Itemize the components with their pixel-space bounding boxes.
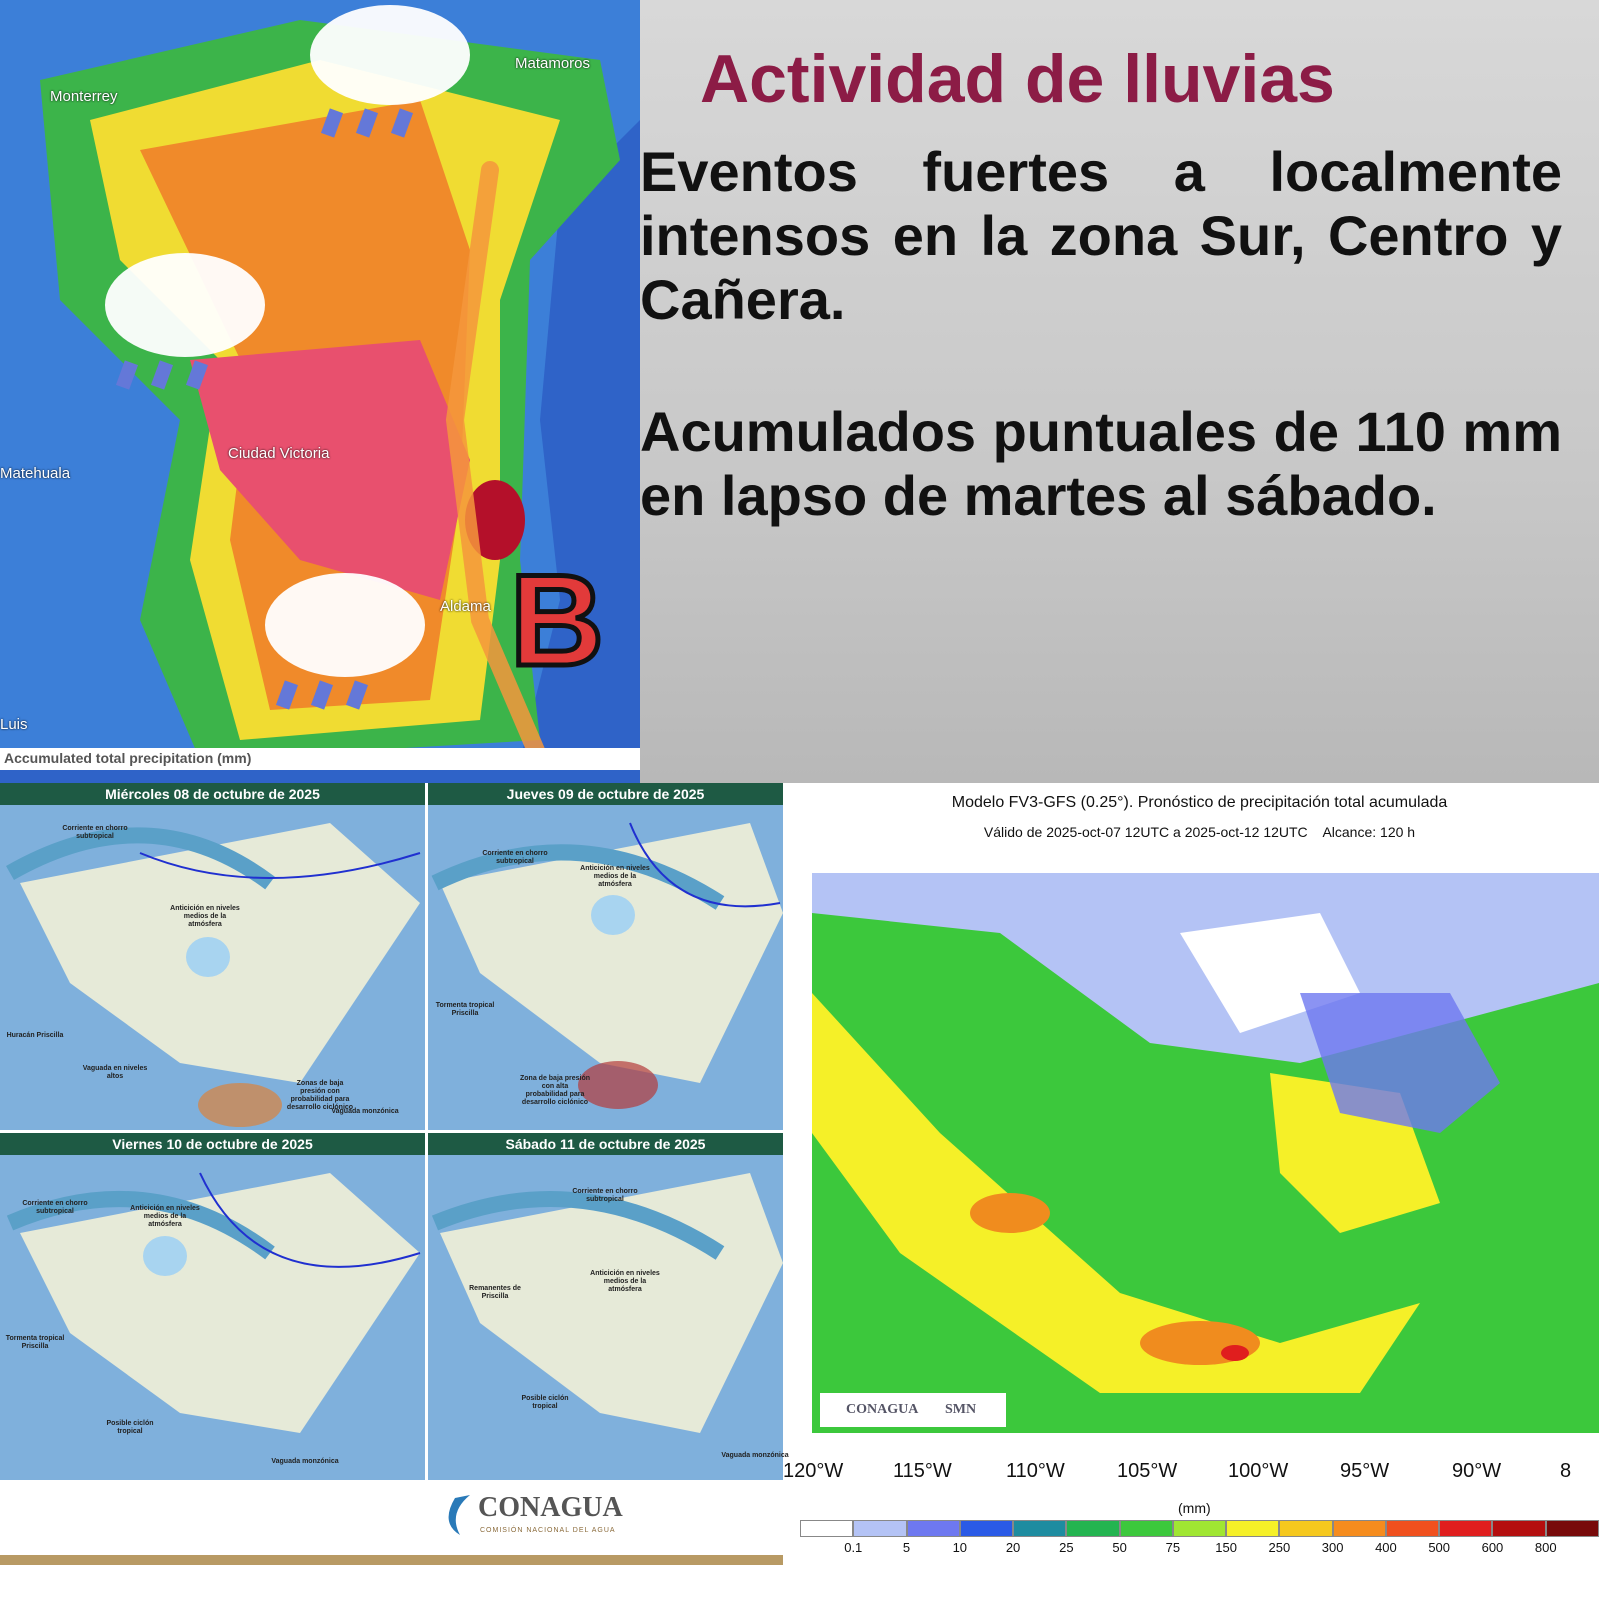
gfs-title: Modelo FV3-GFS (0.25°). Pronóstico de pr… [951,794,1448,811]
colorbar-box [906,1520,960,1537]
colorbar-label: 10 [952,1540,968,1555]
logo-name: CONAGUA [478,1492,623,1523]
colorbar-box [1013,1520,1067,1537]
paragraph: Acumulados puntuales de 110 mm en lapso … [640,400,1562,527]
map-label: Ciudad Victoria [228,445,330,462]
panel-label: Posible ciclón tropical [106,1420,154,1435]
colorbar-box [800,1520,854,1537]
colorbar-label: 400 [1375,1540,1397,1555]
rain-red [190,340,470,600]
panel-label: Corriente en chorro subtropical [572,1188,638,1203]
map-label: Aldama [440,598,491,615]
colorbar-label: 20 [1005,1540,1021,1555]
map-label: Monterrey [50,88,118,105]
lon-label: 115°W [893,1460,952,1482]
panel-label: Zona de baja presión con alta probabilid… [520,1075,591,1106]
gfs-subtitle: Válido de 2025-oct-07 12UTC a 2025-oct-1… [983,824,1416,840]
panel-label: Corriente en chorro subtropical [482,850,548,865]
panel-label: Vaguada en niveles altos [82,1065,148,1080]
colorbar-box [853,1520,907,1537]
colorbar-label: 600 [1481,1540,1504,1555]
colorbar-box [1545,1520,1599,1537]
lon-label: 95°W [1340,1460,1390,1482]
colorbar-label: 250 [1268,1540,1291,1555]
panel-label: Anticición en niveles medios de la atmós… [170,905,240,928]
colorbar-label: 500 [1428,1540,1451,1555]
lon-label: 100°W [1228,1460,1289,1482]
panel-label: Vaguada monzónica [331,1108,399,1115]
map-label: Luis [0,716,28,733]
colorbar-box [1332,1520,1386,1537]
panel-label: Corriente en chorro subtropical [22,1200,88,1215]
logo-subtitle: COMISIÓN NACIONAL DEL AGUA [480,1527,616,1534]
trough [445,161,549,769]
unit: (mm) [1178,1500,1211,1516]
lon-label: 105°W [1117,1460,1178,1482]
colorbar-box [1172,1520,1227,1537]
title: Actividad de lluvias [700,41,1335,117]
colorbar-label: 5 [902,1540,911,1555]
panel-date: Miércoles 08 de octubre de 2025 [105,786,320,802]
colorbar-label: 75 [1165,1540,1181,1555]
panel-label: Corriente en chorro subtropical [62,825,128,840]
lon-label: 90°W [1452,1460,1502,1482]
colorbar-box [1439,1520,1493,1537]
map-label: Matamoros [515,55,591,72]
top-map [0,0,640,790]
colorbar-label: 50 [1112,1540,1127,1555]
lon-label: 8 [1560,1460,1572,1482]
colorbar-box [959,1520,1014,1537]
panel-label: Anticición en niveles medios de la atmós… [580,865,650,888]
colorbar-box [1279,1520,1333,1537]
map-label: Matehuala [0,465,71,482]
colorbar-box [1385,1520,1440,1537]
map-logo: CONAGUA [846,1402,919,1417]
text-panel [640,0,1599,783]
colorbar-label: 0.1 [844,1540,863,1555]
panel-label: Remanentes de Priscilla [469,1285,521,1300]
lon-label: 120°W [783,1460,844,1482]
panel-label: Posible ciclón tropical [521,1395,569,1410]
panel-label: Huracán Priscilla [6,1032,64,1039]
panel-label: Zonas de baja presión con probabilidad p… [286,1080,354,1111]
colorbar-box [1119,1520,1173,1537]
gfs-map [812,873,1599,1433]
rain-drops [115,108,414,710]
caption: Accumulated total precipitation (mm) [4,750,252,766]
colorbar-box [1492,1520,1546,1537]
panel-date: Sábado 11 de octubre de 2025 [505,1136,706,1152]
colorbar-label: 150 [1215,1540,1237,1555]
map-logo: SMN [945,1402,977,1417]
paragraph: Eventos fuertes a localmente intensos en… [640,140,1562,331]
lon-label: 110°W [1006,1460,1065,1482]
colorbar-label: 25 [1059,1540,1074,1555]
rain-max [465,480,525,560]
panel-date: Viernes 10 de octubre de 2025 [112,1136,313,1152]
panel-label: Anticición en niveles medios de la atmós… [590,1270,660,1293]
panel-label: Anticición en niveles medios de la atmós… [130,1205,200,1228]
colorbar-label: 800 [1534,1540,1557,1555]
panels-bg [0,783,799,1599]
colorbar-label: 300 [1321,1540,1344,1555]
clouds [105,5,470,677]
panel-maps [0,805,783,1480]
colorbar-box [1226,1520,1280,1537]
caption-bar [0,748,640,770]
panel-label: Vaguada monzónica [721,1452,789,1459]
panel-date: Jueves 09 de octubre de 2025 [506,786,705,802]
low-marker: B [508,545,607,696]
panel-label: Tormenta tropical Priscilla [435,1002,495,1017]
panel-label: Vaguada monzónica [271,1458,339,1465]
colorbar-box [1066,1520,1120,1537]
panel-label: Tormenta tropical Priscilla [5,1335,65,1350]
